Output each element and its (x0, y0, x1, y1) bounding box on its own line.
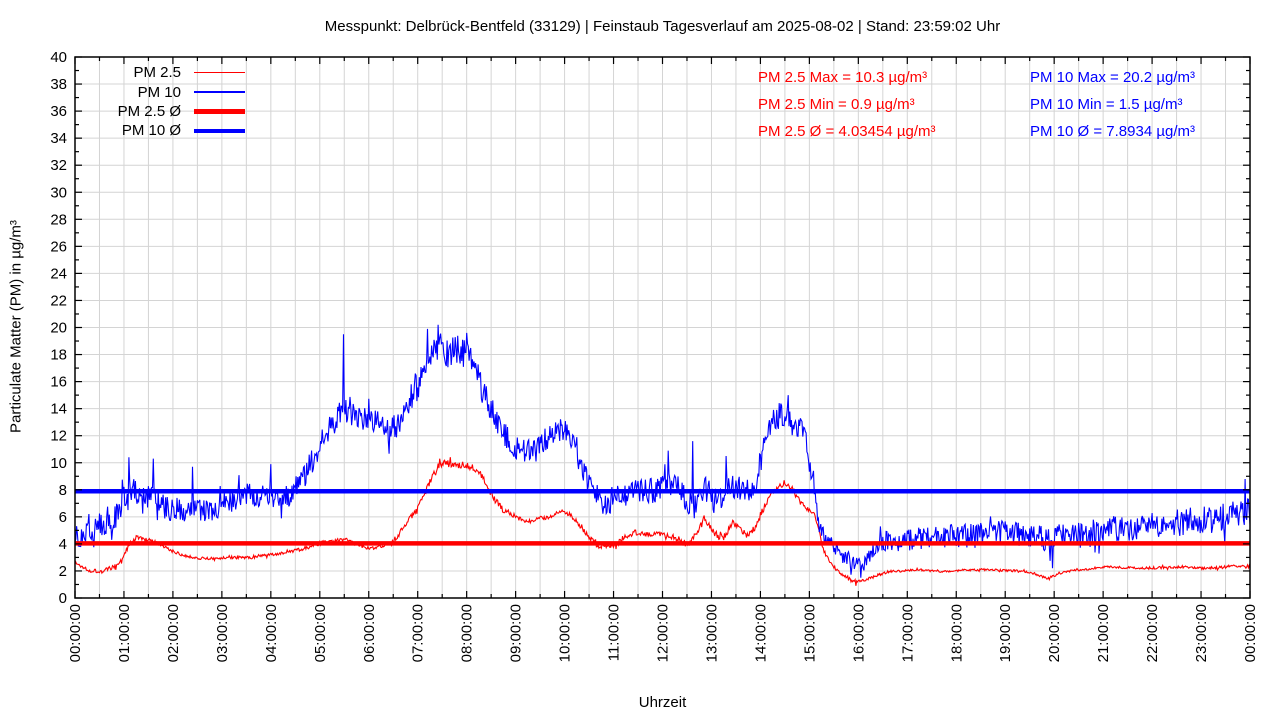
x-tick-label: 10:00:00 (557, 604, 574, 662)
legend-line-sample-pm25 (194, 71, 245, 74)
y-tick-label: 26 (50, 238, 67, 255)
series-pm-10 (75, 324, 1250, 578)
legend-label-pm25-avg: PM 2.5 Ø (117, 102, 181, 120)
x-tick-label: 16:00:00 (850, 604, 867, 662)
x-tick-label: 22:00:00 (1144, 604, 1161, 662)
legend-label-pm10: PM 10 (137, 83, 181, 101)
y-tick-label: 24 (50, 265, 67, 282)
x-axis-label: Uhrzeit (638, 694, 687, 711)
legend-item-pm10: PM 10 (85, 82, 245, 101)
stat-pm10-min: PM 10 Min = 1.5 µg/m³ (1030, 96, 1183, 114)
y-tick-label: 34 (50, 130, 67, 147)
y-tick-label: 32 (50, 157, 67, 174)
x-tick-label: 19:00:00 (997, 604, 1014, 662)
axis-ticks (74, 56, 1251, 599)
y-axis-label: Particulate Matter (PM) in µg/m³ (7, 220, 25, 433)
stats-pm25: PM 2.5 Max = 10.3 µg/m³ PM 2.5 Min = 0.9… (758, 64, 935, 146)
y-tick-label: 20 (50, 320, 67, 337)
y-tick-label: 10 (50, 455, 67, 472)
legend-item-pm25-avg: PM 2.5 Ø (85, 102, 245, 121)
y-tick-label: 0 (59, 590, 67, 607)
x-tick-label: 15:00:00 (801, 604, 818, 662)
stat-pm25-avg: PM 2.5 Ø = 4.03454 µg/m³ (758, 123, 936, 141)
y-tick-label: 30 (50, 184, 67, 201)
y-tick-label: 22 (50, 292, 67, 309)
stat-pm10-max: PM 10 Max = 20.2 µg/m³ (1030, 69, 1195, 86)
y-tick-label: 2 (59, 563, 67, 580)
x-tick-label: 02:00:00 (165, 604, 182, 662)
y-tick-label: 16 (50, 374, 67, 391)
legend-label-pm25: PM 2.5 (133, 64, 181, 82)
x-tick-label: 09:00:00 (508, 604, 525, 662)
x-tick-label: 11:00:00 (606, 604, 623, 661)
stat-pm25-min: PM 2.5 Min = 0.9 µg/m³ (758, 96, 915, 114)
legend-label-pm10-avg: PM 10 Ø (121, 122, 181, 140)
y-tick-label: 40 (50, 49, 67, 66)
x-tick-label: 03:00:00 (214, 604, 231, 662)
x-tick-label: 00:00:00 (67, 604, 84, 662)
legend-line-sample-pm10 (194, 91, 245, 93)
x-tick-label: 07:00:00 (410, 604, 427, 662)
legend-line-sample-pm25-avg (194, 109, 245, 114)
x-tick-label: 12:00:00 (655, 604, 672, 662)
y-tick-label: 38 (50, 76, 67, 93)
chart-legend: PM 2.5 PM 10 PM 2.5 Ø PM 10 Ø (85, 63, 245, 141)
y-tick-label: 8 (59, 482, 67, 499)
x-tick-label: 14:00:00 (752, 604, 769, 662)
x-tick-label: 00:00:00 (1242, 604, 1259, 662)
x-tick-label: 04:00:00 (263, 604, 280, 662)
legend-line-sample-pm10-avg (194, 128, 245, 134)
stat-pm25-max: PM 2.5 Max = 10.3 µg/m³ (758, 69, 928, 86)
legend-item-pm10-avg: PM 10 Ø (85, 121, 245, 140)
series-pm-2-5 (75, 457, 1250, 586)
y-tick-label: 6 (59, 509, 67, 526)
x-tick-label: 21:00:00 (1095, 604, 1112, 662)
x-tick-label: 23:00:00 (1193, 604, 1210, 662)
y-tick-label: 4 (59, 536, 67, 553)
x-tick-label: 20:00:00 (1046, 604, 1063, 662)
stats-pm10: PM 10 Max = 20.2 µg/m³ PM 10 Min = 1.5 µ… (1030, 64, 1195, 146)
y-tick-label: 12 (50, 428, 67, 445)
y-tick-label: 18 (50, 347, 67, 364)
legend-item-pm25: PM 2.5 (85, 63, 245, 82)
x-tick-label: 06:00:00 (361, 604, 378, 662)
y-tick-label: 14 (50, 401, 67, 418)
chart-title: Messpunkt: Delbrück-Bentfeld (33129) | F… (324, 18, 1001, 35)
x-tick-label: 13:00:00 (703, 604, 720, 662)
stat-pm10-avg: PM 10 Ø = 7.8934 µg/m³ (1030, 123, 1195, 141)
tick-labels: 024681012141618202224262830323436384000:… (50, 49, 1259, 662)
y-tick-label: 28 (50, 211, 67, 228)
x-tick-label: 17:00:00 (899, 604, 916, 662)
x-tick-label: 18:00:00 (948, 604, 965, 662)
y-tick-label: 36 (50, 103, 67, 120)
data-series (75, 324, 1250, 586)
x-tick-label: 05:00:00 (312, 604, 329, 662)
x-tick-label: 01:00:00 (116, 604, 133, 662)
x-tick-label: 08:00:00 (459, 604, 476, 662)
